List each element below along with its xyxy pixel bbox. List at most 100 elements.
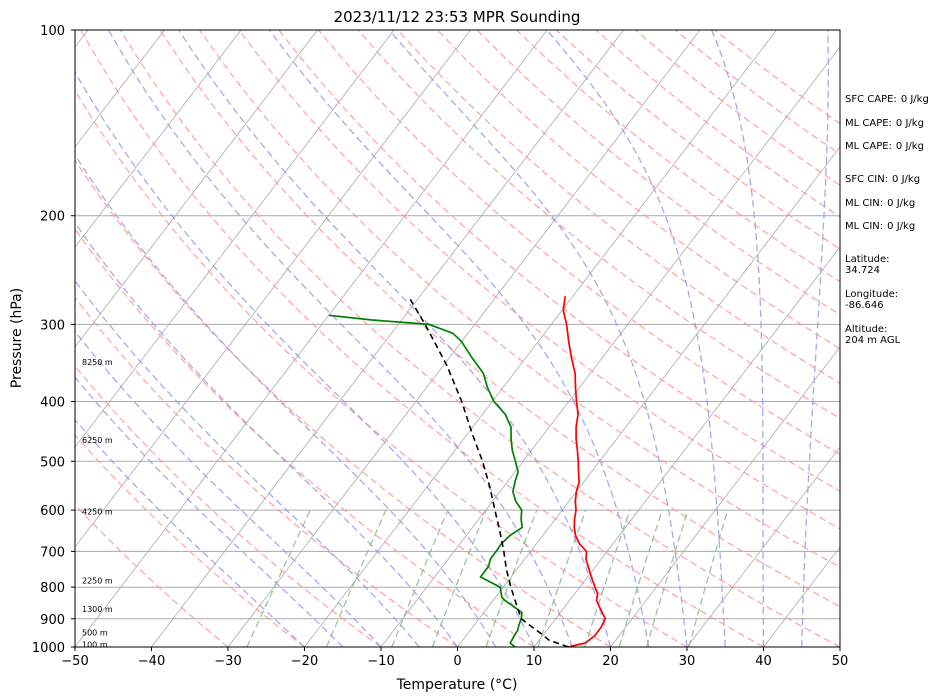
x-tick-label: 30	[679, 654, 696, 669]
x-tick-label: −10	[367, 654, 394, 669]
mixing-ratio-line	[584, 509, 631, 647]
y-tick-label: 200	[40, 210, 65, 225]
x-tick-label: 0	[453, 654, 461, 669]
moist-adiabat-line	[546, 30, 726, 647]
moist-adiabat-line	[711, 30, 765, 647]
dry-adiabat-line	[476, 30, 840, 316]
isotherm-line	[75, 30, 318, 348]
height-label: 1300 m	[82, 605, 113, 614]
dry-adiabat-line	[516, 30, 840, 283]
moist-adiabat-line	[75, 153, 497, 647]
dry-adiabat-line	[80, 30, 764, 647]
isotherm-line	[304, 30, 777, 647]
isotherm-line	[457, 146, 840, 647]
dewpoint-trace	[328, 314, 524, 647]
side-panel-label: Longitude:	[845, 289, 898, 300]
side-panel-label: SFC CIN:	[845, 174, 888, 185]
dry-adiabat-line	[318, 30, 840, 456]
moist-adiabat-line	[75, 279, 420, 647]
dry-adiabat-line	[75, 365, 382, 647]
side-panel-value: 0 J/kg	[896, 118, 924, 129]
height-label: 2250 m	[82, 576, 113, 585]
mixing-ratio-line	[688, 509, 729, 647]
moist-adiabat-line	[75, 221, 459, 647]
mixing-ratio-line	[618, 509, 663, 647]
side-panel-value: 0 J/kg	[892, 174, 920, 185]
side-panel-item: ML CIN: 0 J/kg	[845, 198, 915, 209]
x-tick-label: −20	[291, 654, 318, 669]
isotherm-line	[75, 30, 242, 248]
dry-adiabat-line	[75, 434, 305, 647]
side-panel-label: Altitude:	[845, 324, 887, 335]
side-panel-label: Latitude:	[845, 254, 890, 265]
side-panel-value: -86.646	[845, 300, 884, 311]
x-tick-label: 10	[526, 654, 543, 669]
moist-adiabat-line	[388, 30, 688, 647]
dry-adiabat-line	[119, 30, 840, 647]
y-axis-title: Pressure (hPa)	[9, 288, 25, 388]
side-panel-label: SFC CAPE:	[845, 94, 897, 105]
y-tick-label: 400	[40, 395, 65, 410]
isotherm-line	[380, 46, 840, 647]
moist-adiabat-line	[801, 30, 829, 647]
mixing-ratio-line	[485, 509, 538, 647]
side-panel-value: 0 J/kg	[887, 198, 915, 209]
moist-adiabat-line	[75, 330, 382, 647]
x-tick-label: 20	[602, 654, 619, 669]
height-label: 8250 m	[82, 358, 113, 367]
side-panel-value: 0 J/kg	[901, 94, 929, 105]
isotherm-line	[75, 30, 165, 148]
mixing-ratio-line	[537, 509, 587, 647]
dry-adiabat-line	[75, 228, 535, 647]
mixing-ratio-line	[645, 509, 689, 647]
side-panel-value: 0 J/kg	[887, 221, 915, 232]
isotherm-line	[75, 30, 548, 647]
y-tick-label: 500	[40, 455, 65, 470]
dry-adiabat-line	[238, 30, 840, 530]
moist-adiabat-line	[75, 376, 344, 647]
y-tick-label: 100	[40, 24, 65, 39]
side-panel-item: ML CAPE: 0 J/kg	[845, 118, 924, 129]
dry-adiabat-line	[75, 503, 229, 647]
isotherm-line	[686, 446, 840, 647]
side-panel-label: ML CIN:	[845, 198, 883, 209]
y-tick-label: 700	[40, 545, 65, 560]
height-label: 500 m	[82, 629, 108, 638]
dry-adiabat-line	[436, 30, 840, 350]
x-tick-label: −50	[61, 654, 88, 669]
side-panel-item: ML CAPE: 0 J/kg	[845, 141, 924, 152]
height-label: 4250 m	[82, 507, 113, 516]
y-tick-label: 600	[40, 504, 65, 519]
moist-adiabat-line	[75, 418, 305, 647]
side-panel-value: 204 m AGL	[845, 335, 901, 346]
side-panel-item: SFC CIN: 0 J/kg	[845, 174, 920, 185]
isotherm-line	[610, 346, 840, 647]
height-label: 100 m	[82, 640, 108, 649]
moist-adiabat-line	[75, 70, 535, 647]
x-tick-label: −40	[138, 654, 165, 669]
y-tick-label: 1000	[32, 641, 65, 656]
temperature-trace	[562, 296, 607, 647]
side-panel-value: 34.724	[845, 265, 880, 276]
dry-adiabat-line	[159, 30, 840, 608]
x-tick-label: 50	[832, 654, 849, 669]
isotherm-line	[533, 246, 840, 647]
side-panel-label: ML CAPE:	[845, 118, 892, 129]
dry-adiabat-line	[397, 30, 840, 385]
moist-adiabat-line	[268, 30, 650, 647]
isotherm-line	[227, 30, 701, 647]
side-panel-value: 0 J/kg	[896, 141, 924, 152]
y-tick-label: 900	[40, 613, 65, 628]
dry-adiabat-line	[75, 89, 688, 647]
isotherm-line	[75, 30, 471, 548]
dry-adiabat-line	[278, 30, 840, 492]
side-panel-label: ML CAPE:	[845, 141, 892, 152]
chart-title: 2023/11/12 23:53 MPR Sounding	[334, 8, 581, 26]
height-label: 6250 m	[82, 436, 113, 445]
y-tick-label: 300	[40, 318, 65, 333]
side-panel-item: ML CIN: 0 J/kg	[845, 221, 915, 232]
dry-adiabat-line	[75, 159, 611, 647]
x-axis-title: Temperature (°C)	[396, 677, 518, 693]
dry-adiabat-line	[357, 30, 840, 420]
